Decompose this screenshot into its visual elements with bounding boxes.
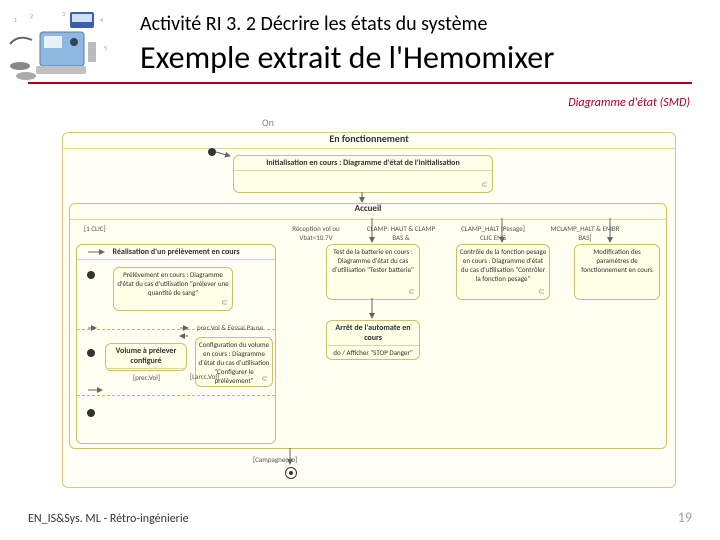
title-underline <box>28 82 692 84</box>
outer-state-title: En fonctionnement <box>62 132 676 149</box>
smd-label: Diagramme d'état (SMD) <box>568 96 690 110</box>
state-accueil: Accueil [1 CLIC] Réception vol ou Vbat<1… <box>69 203 667 449</box>
state-controle-pesage: Contrôle de la fonction pesage en cours … <box>456 244 550 300</box>
svg-text:2: 2 <box>30 12 33 20</box>
state-modif-params-text: Modification des paramètres de fonctionn… <box>575 245 659 276</box>
state-modif-params: Modification des paramètres de fonctionn… <box>574 244 660 300</box>
guard-clic: [1 CLIC] <box>84 224 106 233</box>
initial-dot-1 <box>87 271 95 279</box>
slide-subtitle: Activité RI 3. 2 Décrire les états du sy… <box>140 12 487 36</box>
initial-dot-3 <box>87 409 95 417</box>
state-stop-title: Arrêt de l'automate en cours <box>327 321 419 346</box>
svg-text:4: 4 <box>100 16 103 24</box>
state-volume-conf: Volume à prélever configuré <box>105 343 187 371</box>
state-accueil-title: Accueil <box>69 203 667 220</box>
region-divider-2 <box>77 395 275 396</box>
state-volume-conf-title: Volume à prélever configuré <box>106 344 186 369</box>
guard-r1: Réception vol ou Vbat<10.7V <box>286 224 346 242</box>
composite-icon: ⊂ <box>261 374 268 384</box>
slide-header: 1 2 3 4 5 Activité RI 3. 2 Décrire les é… <box>0 4 720 84</box>
state-initialisation-title: Initialisation en cours : Diagramme d'ét… <box>234 156 492 171</box>
state-initialisation: Initialisation en cours : Diagramme d'ét… <box>233 155 493 193</box>
state-realisation: Réalisation d'un prélèvement en cours Pr… <box>76 244 276 444</box>
state-prelevement: Prélèvement en cours : Diagramme d'état … <box>113 267 233 311</box>
diagram-tab: On <box>262 116 274 129</box>
footer-left: EN_IS&Sys. ML - Rétro-ingénierie <box>28 512 189 526</box>
composite-icon: ⊂ <box>221 298 228 308</box>
state-diagram: On En fonctionnement Initialisation en c… <box>62 112 674 492</box>
state-stop: Arrêt de l'automate en cours do / Affich… <box>326 320 420 360</box>
guard-s3: prec.Vol & Eessai.Pause <box>197 323 263 332</box>
guard-r2: CLAMP: HAUT & CLAMP BAS & <box>366 224 436 242</box>
composite-icon: ⊂ <box>481 180 488 190</box>
slide-title: Exemple extrait de l'Hemomixer <box>140 38 554 77</box>
final-state <box>285 467 297 479</box>
state-prelevement-text: Prélèvement en cours : Diagramme d'état … <box>114 268 232 299</box>
guard-r4: MCLAMP_HALT & EMBR BAS] <box>550 224 620 242</box>
svg-text:5: 5 <box>104 44 107 52</box>
state-controle-pesage-text: Contrôle de la fonction pesage en cours … <box>457 245 549 285</box>
state-stop-body: do / Afficher "STOP Danger" <box>327 346 419 359</box>
guard-larcc: [Larcc.Vol] <box>190 372 219 381</box>
state-realisation-title: Réalisation d'un prélèvement en cours <box>77 245 275 260</box>
svg-text:1: 1 <box>14 16 17 24</box>
state-test-batterie-text: Test de la batterie en cours : Diagramme… <box>327 245 419 276</box>
page-number: 19 <box>678 509 692 526</box>
initial-dot-2 <box>87 349 95 357</box>
outer-state: En fonctionnement Initialisation en cour… <box>62 132 676 488</box>
state-test-batterie: Test de la batterie en cours : Diagramme… <box>326 244 420 300</box>
guard-precvol: [prec.Vol] <box>133 373 160 382</box>
svg-text:3: 3 <box>62 10 65 18</box>
guard-r3: CLAMP_HALT [Pesage] CLIC ENG <box>458 224 528 242</box>
final-guard: [Campagneoro] <box>253 455 297 464</box>
composite-icon: ⊂ <box>408 287 415 297</box>
device-thumbnail: 1 2 3 4 5 <box>6 10 114 86</box>
composite-icon: ⊂ <box>538 287 545 297</box>
